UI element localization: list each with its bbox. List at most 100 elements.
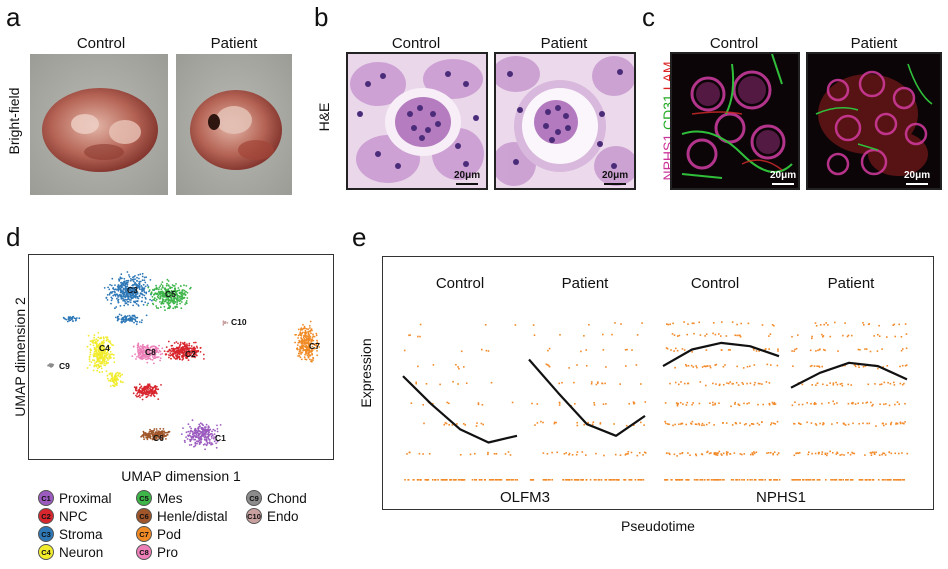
pt-point — [736, 323, 738, 326]
umap-point — [124, 280, 126, 282]
pt-point — [571, 454, 574, 456]
pt-point — [888, 451, 891, 454]
umap-point — [187, 359, 190, 361]
umap-point — [152, 293, 155, 296]
pt-point — [640, 479, 642, 481]
umap-point — [207, 428, 210, 431]
umap-point — [150, 395, 152, 397]
umap-point — [97, 350, 100, 353]
umap-point — [158, 430, 161, 433]
umap-point — [300, 333, 303, 335]
umap-point — [175, 293, 178, 295]
umap-point — [168, 302, 171, 305]
umap-point — [122, 287, 125, 290]
umap-point — [186, 438, 189, 440]
umap-point — [115, 316, 117, 319]
pt-point — [883, 424, 885, 427]
umap-point — [152, 350, 155, 352]
pt-point — [599, 423, 602, 425]
umap-point — [108, 373, 111, 375]
umap-point — [183, 289, 186, 292]
umap-point — [185, 300, 188, 302]
umap-point — [136, 392, 139, 395]
pt-point — [874, 383, 876, 385]
pt-point — [810, 422, 813, 424]
he-control-scale-bar: 20μm — [454, 170, 481, 181]
umap-point — [178, 356, 181, 359]
pt-point — [709, 365, 711, 367]
umap-point — [162, 302, 165, 305]
pt-point — [699, 479, 702, 481]
panel-b-row-label: H&E — [316, 102, 332, 132]
umap-point — [302, 336, 305, 339]
umap-point — [215, 442, 218, 445]
umap-point — [113, 361, 116, 364]
legend-item-c8: C8 Pro — [136, 544, 178, 560]
pt-point — [611, 479, 613, 481]
umap-point — [152, 303, 155, 306]
if-control-scale-bar: 20μm — [770, 170, 797, 181]
pt-point — [687, 382, 689, 385]
umap-point — [139, 353, 142, 356]
pt-point — [873, 453, 876, 455]
pt-point — [691, 351, 693, 353]
umap-point — [318, 342, 320, 345]
umap-cluster-c10 — [222, 320, 229, 326]
umap-point — [135, 387, 138, 390]
umap-point — [180, 346, 183, 349]
umap-point — [108, 357, 111, 360]
pt-point — [737, 384, 740, 386]
umap-point — [103, 348, 106, 351]
umap-point — [157, 294, 160, 297]
pt-point — [574, 479, 576, 481]
pt-point — [545, 363, 548, 366]
pt-point — [902, 348, 904, 350]
umap-point — [128, 275, 131, 278]
umap-point — [206, 442, 209, 445]
pt-point — [637, 479, 639, 481]
pt-point — [595, 383, 598, 386]
umap-point — [109, 353, 112, 356]
pt-point — [464, 424, 467, 426]
umap-point — [139, 386, 142, 389]
pt-point — [614, 322, 616, 324]
pt-point — [898, 452, 900, 455]
pt-point — [803, 479, 805, 481]
pt-point — [845, 479, 847, 481]
pt-point — [536, 403, 539, 405]
pt-point — [590, 383, 593, 385]
pt-point — [575, 479, 577, 481]
umap-point — [150, 386, 152, 388]
pt-point — [826, 454, 828, 457]
pt-point — [884, 454, 887, 456]
umap-point — [138, 383, 141, 386]
umap-label-c10: C10 — [231, 317, 247, 327]
pt-point — [432, 479, 434, 481]
umap-point — [316, 354, 319, 357]
pt-point — [417, 479, 420, 481]
umap-point — [99, 337, 101, 340]
pt-point — [724, 364, 726, 366]
pt-point — [628, 479, 630, 481]
umap-point — [75, 319, 77, 321]
umap-point — [167, 289, 170, 292]
umap-point — [155, 305, 158, 307]
umap-point — [310, 351, 312, 353]
umap-point — [164, 431, 167, 434]
pt-point — [733, 452, 736, 454]
pt-point — [611, 333, 613, 336]
pt-point — [481, 348, 483, 351]
umap-point — [101, 362, 103, 365]
umap-point — [128, 314, 131, 317]
umap-point — [155, 284, 157, 287]
umap-point — [198, 423, 201, 426]
umap-point — [205, 428, 208, 431]
umap-point — [190, 443, 193, 446]
pt-point — [568, 452, 571, 455]
umap-point — [310, 328, 313, 331]
legend-swatch: C3 — [38, 526, 54, 542]
umap-point — [188, 434, 191, 437]
pt-point — [720, 349, 723, 351]
pt-point — [420, 479, 422, 481]
umap-point — [183, 292, 186, 294]
